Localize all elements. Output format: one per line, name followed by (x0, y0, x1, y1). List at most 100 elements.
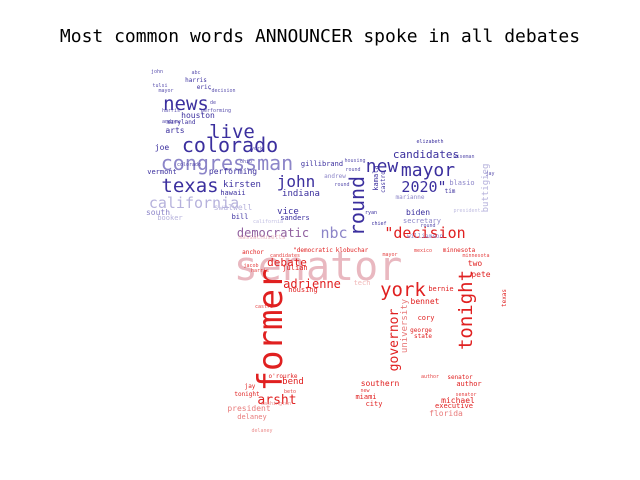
word-53: tim (445, 188, 456, 195)
word-68: cory (418, 314, 435, 322)
filler-word-17: round (420, 223, 435, 229)
filler-word-11: ohio (240, 159, 252, 165)
word-69: bernie (428, 285, 453, 293)
word-19: governor (387, 309, 402, 372)
word-15: democratic (237, 226, 309, 240)
word-67: two (468, 259, 483, 268)
word-80: george (410, 327, 432, 334)
word-52: blasio (449, 179, 474, 187)
word-34: arts (165, 126, 184, 135)
word-27: biden (406, 208, 430, 217)
word-46: castro (380, 171, 387, 193)
word-66: pete (471, 270, 490, 279)
word-18: tonight (455, 270, 477, 350)
word-60: executive (435, 402, 473, 410)
word-50: chief (371, 221, 386, 227)
word-55: massachusetts (239, 234, 286, 241)
filler-word-13: round (345, 167, 360, 173)
filler-word-18: president (453, 208, 480, 214)
word-8: new (366, 156, 399, 177)
word-71: julian (282, 264, 307, 272)
word-45: kamala (372, 165, 380, 190)
word-47: marianne (396, 194, 425, 201)
word-31: harris (185, 77, 207, 84)
filler-word-5: de (210, 100, 216, 106)
word-54: swalwell (214, 203, 253, 212)
word-84: tonight (234, 391, 260, 398)
filler-word-23: castro (255, 304, 273, 310)
word-30: houston (181, 111, 215, 120)
word-56: bend (282, 377, 304, 387)
word-7: california (149, 194, 239, 212)
chart-title: Most common words ANNOUNCER spoke in all… (59, 26, 581, 47)
word-44: andrew (324, 173, 346, 180)
filler-word-14: round (334, 182, 349, 188)
word-33: joe (155, 143, 170, 152)
word-70: bennet (411, 297, 440, 306)
word-35: maryland (167, 119, 196, 126)
filler-word-10: york (251, 146, 263, 152)
word-51: ryan (365, 210, 377, 216)
word-78: klobuchar (336, 247, 369, 254)
filler-word-7: harris (162, 108, 180, 114)
word-28: secretary (403, 217, 441, 225)
word-25: vice (277, 207, 299, 217)
word-72: housing (288, 286, 318, 294)
word-42: vermont (147, 168, 177, 176)
word-4: texas (161, 175, 218, 197)
filler-word-30: new (360, 388, 370, 394)
word-9: mayor (401, 160, 455, 181)
word-13: john (277, 172, 316, 191)
word-38: bill (232, 213, 249, 221)
word-23: university (400, 298, 410, 353)
word-58: miami (355, 393, 376, 401)
word-81: state (414, 333, 432, 340)
word-65: senator (447, 374, 473, 381)
word-29: buttigieg (481, 164, 491, 213)
word-82: texas (501, 289, 508, 307)
filler-word-32: delaney (251, 428, 272, 434)
filler-word-16: jay (485, 171, 494, 177)
word-77: minnesota (443, 247, 476, 254)
word-36: performing (209, 167, 257, 176)
word-21: arsht (257, 393, 296, 408)
word-1: former (251, 269, 291, 392)
word-39: sanders (280, 214, 310, 222)
word-10: 2020" (401, 178, 446, 196)
word-11: round (345, 176, 369, 236)
filler-word-8: andrew (162, 119, 181, 125)
word-63: delaney (237, 413, 267, 421)
filler-word-12: housing (344, 158, 365, 164)
filler-word-26: mexico (414, 248, 432, 254)
word-20: adrienne (283, 277, 341, 291)
word-61: florida (429, 409, 463, 418)
word-26: kirsten (223, 180, 261, 190)
word-73: o'rourke (269, 373, 298, 380)
word-48: williamson (407, 233, 444, 240)
word-22: debate (267, 256, 307, 269)
word-40: south (146, 208, 170, 217)
word-49: elizabeth (416, 139, 443, 145)
filler-word-0: john (151, 69, 163, 75)
filler-word-9: colorado (177, 162, 201, 168)
word-0: senator (234, 244, 403, 290)
filler-word-28: author (421, 374, 439, 380)
filler-word-19: california (253, 219, 283, 225)
filler-word-15: wiseman (453, 154, 474, 160)
word-74: anchor (242, 249, 264, 256)
word-62: president (227, 404, 271, 413)
word-64: author (456, 380, 481, 388)
filler-word-4: "decision (208, 88, 235, 94)
filler-word-25: mayor (382, 252, 397, 258)
word-75: city (366, 400, 383, 408)
word-17: york (380, 279, 426, 301)
word-32: eric (197, 84, 212, 91)
filler-word-6: performing (201, 108, 231, 114)
word-79: "democratic (293, 247, 333, 254)
filler-word-24: candidates (270, 253, 300, 259)
word-3: colorado (182, 133, 278, 157)
filler-word-29: senator (455, 392, 476, 398)
filler-word-3: abc (191, 70, 200, 76)
filler-word-1: tulsi (152, 83, 167, 89)
